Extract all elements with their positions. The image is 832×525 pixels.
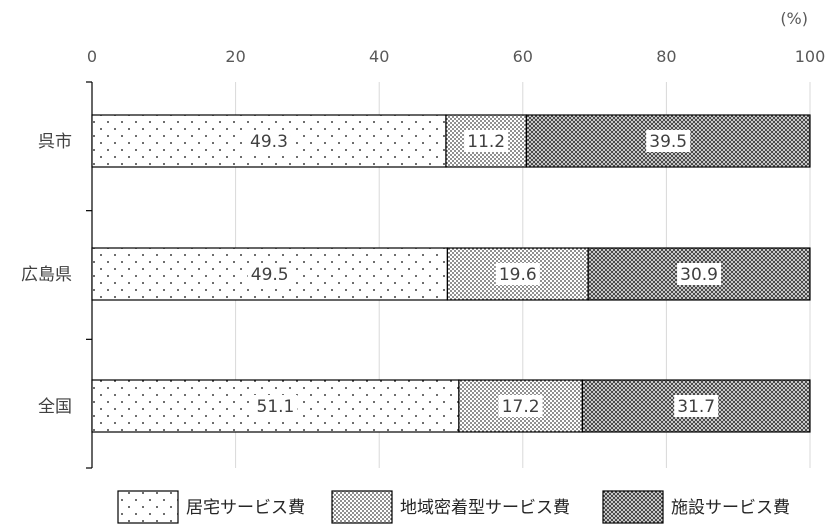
x-tick-label: 60 [513, 47, 533, 66]
legend-swatch [117, 490, 179, 524]
legend-label: 地域密着型サービス費 [400, 498, 570, 518]
data-label: 49.3 [250, 132, 288, 152]
data-label: 17.2 [502, 397, 540, 417]
legend-swatch [331, 490, 393, 524]
category-label: 全国 [38, 397, 72, 417]
x-tick-label: 100 [795, 47, 826, 66]
data-label-background [247, 263, 292, 285]
bar-segment [446, 247, 589, 301]
data-label: 31.7 [677, 397, 715, 417]
data-label-background [646, 130, 691, 152]
x-tick-label: 80 [656, 47, 676, 66]
legend-label: 居宅サービス費 [186, 498, 305, 518]
x-tick-label: 20 [225, 47, 245, 66]
data-label-background [246, 130, 291, 152]
legend-swatch [602, 490, 664, 524]
data-label-background [677, 263, 722, 285]
unit-label: (%) [780, 9, 808, 28]
data-label: 49.5 [251, 265, 289, 285]
data-label: 30.9 [680, 265, 718, 285]
data-label-background [253, 395, 298, 417]
category-label: 呉市 [38, 132, 72, 152]
data-label-background [674, 395, 719, 417]
data-label-background [495, 263, 540, 285]
data-label: 19.6 [499, 265, 537, 285]
data-label: 51.1 [257, 397, 295, 417]
legend: 居宅サービス費 地域密着型サービス費 施設サービス費 [117, 490, 790, 524]
category-label: 広島県 [21, 265, 72, 285]
x-tick-label: 40 [369, 47, 389, 66]
data-label-background [464, 130, 509, 152]
data-label-background [498, 395, 543, 417]
x-tick-label: 0 [87, 47, 97, 66]
bars [91, 114, 811, 433]
data-labels: 49.3 11.2 39.5 49.5 19.6 30.9 51.1 17.2 31.7 [246, 130, 722, 417]
legend-label: 施設サービス費 [671, 498, 790, 518]
data-label: 39.5 [649, 132, 687, 152]
data-label: 11.2 [467, 132, 505, 152]
